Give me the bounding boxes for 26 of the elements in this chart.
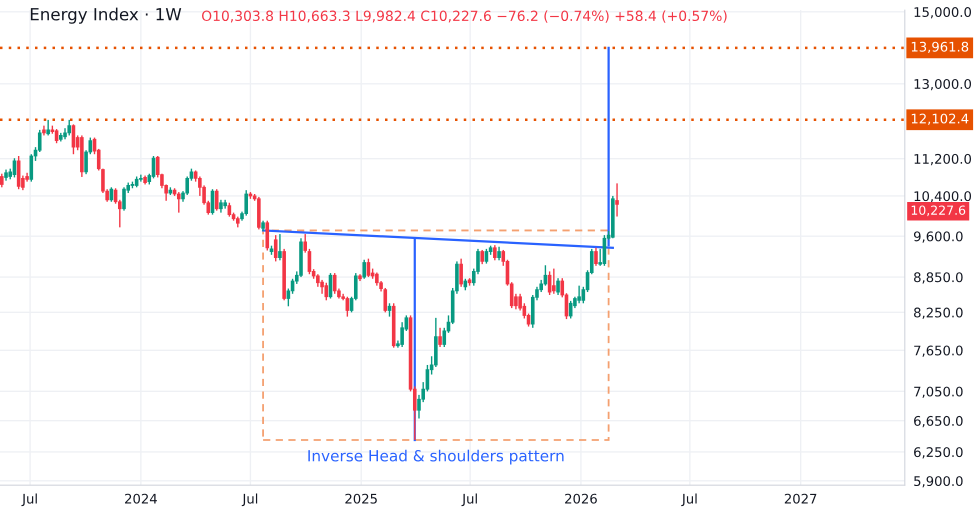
x-tick-label: 2027	[784, 494, 816, 504]
chart-subtitle: O10,303.8 H10,663.3 L9,982.4 C10,227.6 −76.2 (−0.74%) +58.4 (+0.57%)	[202, 10, 727, 23]
ref-line-label: 13,961.8	[912, 42, 968, 54]
x-tick-label: Jul	[242, 493, 258, 506]
x-tick-label: 2024	[125, 494, 157, 504]
x-tick-label: Jul	[21, 493, 37, 506]
chart-title: Energy Index · 1W	[30, 8, 182, 24]
ref-line-label: 12,102.4	[912, 114, 968, 125]
annotation: Inverse Head & shoulders pattern	[308, 450, 564, 464]
x-tick-label: Jul	[462, 493, 477, 506]
y-tick-label: 9,600.0	[914, 231, 963, 243]
y-tick-label: 13,000.0	[914, 78, 972, 90]
y-tick-label: 6,250.0	[914, 447, 963, 458]
x-tick-label: Jul	[681, 493, 697, 506]
text: 10,227.6	[912, 205, 966, 216]
y-tick-label: 7,650.0	[914, 346, 963, 357]
y-tick-label: 6,650.0	[914, 416, 963, 428]
y-tick-label: 10,400.0	[914, 191, 972, 202]
y-tick-label: 5,900.0	[914, 476, 963, 488]
x-tick-label: 2025	[345, 494, 377, 504]
y-tick-label: 11,200.0	[914, 154, 972, 166]
y-tick-label: 8,850.0	[914, 272, 963, 284]
x-tick-label: 2026	[565, 494, 597, 504]
y-tick-label: 8,250.0	[914, 308, 963, 319]
y-tick-label: 7,050.0	[914, 386, 963, 398]
y-tick-label: 15,000.0	[914, 7, 972, 18]
